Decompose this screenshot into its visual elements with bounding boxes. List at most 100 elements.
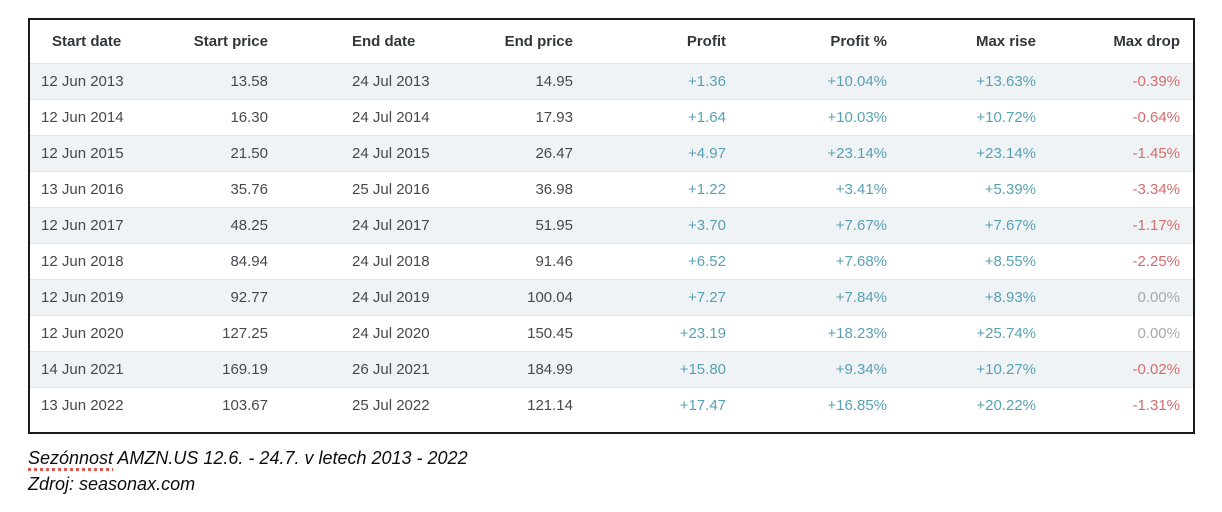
cell-max-drop: -2.25% — [1052, 243, 1193, 280]
cell-start-price: 35.76 — [172, 171, 304, 208]
cell-profit: +15.80 — [606, 351, 756, 388]
col-header-profit-pct: Profit % — [830, 33, 887, 50]
caption-title-rest: AMZN.US 12.6. - 24.7. v letech 2013 - 20… — [113, 448, 468, 468]
cell-start-price: 103.67 — [172, 387, 304, 423]
cell-profit: +7.27 — [606, 279, 756, 316]
caption-source: Zdroj: seasonax.com — [28, 474, 196, 495]
seasonality-table: Start date Start price End date End pric… — [30, 20, 1193, 423]
cell-end-price: 121.14 — [456, 387, 606, 423]
cell-start-date: 12 Jun 2018 — [30, 243, 172, 280]
cell-end-date: 25 Jul 2016 — [304, 171, 456, 208]
cell-profit-pct: +7.67% — [756, 207, 909, 244]
cell-start-date: 14 Jun 2021 — [30, 351, 172, 388]
table-body: 12 Jun 2013 13.58 24 Jul 2013 14.95 +1.36 +10… — [30, 63, 1193, 423]
cell-end-date: 24 Jul 2019 — [304, 279, 456, 316]
cell-start-price: 48.25 — [172, 207, 304, 244]
cell-end-date: 24 Jul 2020 — [304, 315, 456, 352]
cell-end-date: 24 Jul 2018 — [304, 243, 456, 280]
cell-max-drop: -1.45% — [1052, 135, 1193, 172]
table-row: 12 Jun 2015 21.50 24 Jul 2015 26.47 +4.97 +23… — [30, 135, 1193, 172]
table-row: 12 Jun 2017 48.25 24 Jul 2017 51.95 +3.70 +7.… — [30, 207, 1193, 244]
cell-max-rise: +13.63% — [909, 63, 1052, 100]
cell-start-date: 12 Jun 2014 — [30, 99, 172, 136]
table-row: 12 Jun 2019 92.77 24 Jul 2019 100.04 +7.27 +7… — [30, 279, 1193, 316]
cell-profit: +1.64 — [606, 99, 756, 136]
cell-start-date: 12 Jun 2015 — [30, 135, 172, 172]
cell-end-date: 26 Jul 2021 — [304, 351, 456, 388]
col-header-max-drop: Max drop — [1113, 33, 1180, 50]
cell-max-rise: +25.74% — [909, 315, 1052, 352]
table-row: 13 Jun 2016 35.76 25 Jul 2016 36.98 +1.22 +3.… — [30, 171, 1193, 208]
col-header-start-price: Start price — [193, 33, 268, 50]
cell-start-date: 12 Jun 2017 — [30, 207, 172, 244]
cell-profit-pct: +10.03% — [756, 99, 909, 136]
cell-end-date: 24 Jul 2014 — [304, 99, 456, 136]
cell-max-drop: -1.17% — [1052, 207, 1193, 244]
cell-profit: +1.22 — [606, 171, 756, 208]
cell-end-date: 24 Jul 2015 — [304, 135, 456, 172]
cell-start-price: 13.58 — [172, 63, 304, 100]
cell-max-drop: -3.34% — [1052, 171, 1193, 208]
cell-start-price: 92.77 — [172, 279, 304, 316]
cell-end-date: 25 Jul 2022 — [304, 387, 456, 423]
table-row: 12 Jun 2020 127.25 24 Jul 2020 150.45 +23.19… — [30, 315, 1193, 352]
cell-profit: +3.70 — [606, 207, 756, 244]
cell-end-price: 91.46 — [456, 243, 606, 280]
table-header-row: Start date Start price End date End pric… — [30, 20, 1193, 64]
table-header: Start date Start price End date End pric… — [30, 20, 1193, 64]
table-row: 14 Jun 2021 169.19 26 Jul 2021 184.99 +15.80… — [30, 351, 1193, 388]
cell-end-price: 17.93 — [456, 99, 606, 136]
col-header-end-date: End date — [352, 33, 416, 50]
cell-max-rise: +7.67% — [909, 207, 1052, 244]
cell-profit-pct: +10.04% — [756, 63, 909, 100]
cell-profit-pct: +16.85% — [756, 387, 909, 423]
cell-profit-pct: +9.34% — [756, 351, 909, 388]
table-row: 12 Jun 2018 84.94 24 Jul 2018 91.46 +6.52 +7.… — [30, 243, 1193, 280]
table-row: 12 Jun 2013 13.58 24 Jul 2013 14.95 +1.36 +10… — [30, 63, 1193, 100]
caption-title-highlight: Sezónnost — [28, 448, 114, 468]
table-row: 12 Jun 2014 16.30 24 Jul 2014 17.93 +1.64 +10… — [30, 99, 1193, 136]
cell-max-rise: +8.93% — [909, 279, 1052, 316]
cell-profit-pct: +3.41% — [756, 171, 909, 208]
col-header-max-rise: Max rise — [975, 33, 1036, 50]
cell-end-date: 24 Jul 2017 — [304, 207, 456, 244]
cell-end-date: 24 Jul 2013 — [304, 63, 456, 100]
cell-end-price: 184.99 — [456, 351, 606, 388]
cell-max-rise: +23.14% — [909, 135, 1052, 172]
cell-profit: +1.36 — [606, 63, 756, 100]
cell-start-date: 13 Jun 2022 — [30, 387, 172, 423]
cell-end-price: 100.04 — [456, 279, 606, 316]
cell-max-rise: +10.27% — [909, 351, 1052, 388]
cell-max-rise: +20.22% — [909, 387, 1052, 423]
cell-max-drop: 0.00% — [1052, 279, 1193, 316]
cell-profit: +4.97 — [606, 135, 756, 172]
table-caption: Sezónnost AMZN.US 12.6. - 24.7. v letech… — [28, 445, 1222, 497]
cell-max-drop: 0.00% — [1052, 315, 1193, 352]
cell-profit-pct: +23.14% — [756, 135, 909, 172]
cell-max-drop: -1.31% — [1052, 387, 1193, 423]
cell-profit-pct: +7.68% — [756, 243, 909, 280]
cell-max-rise: +8.55% — [909, 243, 1052, 280]
caption-title: Sezónnost AMZN.US 12.6. - 24.7. v letech… — [28, 445, 1222, 471]
col-header-end-price: End price — [504, 33, 573, 50]
cell-start-date: 12 Jun 2019 — [30, 279, 172, 316]
cell-max-drop: -0.64% — [1052, 99, 1193, 136]
cell-profit-pct: +18.23% — [756, 315, 909, 352]
seasonality-table-card: Start date Start price End date End pric… — [28, 18, 1195, 434]
cell-profit-pct: +7.84% — [756, 279, 909, 316]
cell-max-drop: -0.39% — [1052, 63, 1193, 100]
cell-profit: +6.52 — [606, 243, 756, 280]
cell-start-price: 16.30 — [172, 99, 304, 136]
col-header-start-date: Start date — [52, 33, 122, 50]
cell-profit: +23.19 — [606, 315, 756, 352]
cell-end-price: 150.45 — [456, 315, 606, 352]
cell-start-price: 127.25 — [172, 315, 304, 352]
cell-start-date: 12 Jun 2020 — [30, 315, 172, 352]
cell-max-rise: +5.39% — [909, 171, 1052, 208]
cell-start-date: 13 Jun 2016 — [30, 171, 172, 208]
cell-start-price: 21.50 — [172, 135, 304, 172]
cell-start-price: 84.94 — [172, 243, 304, 280]
cell-max-rise: +10.72% — [909, 99, 1052, 136]
cell-end-price: 26.47 — [456, 135, 606, 172]
cell-profit: +17.47 — [606, 387, 756, 423]
